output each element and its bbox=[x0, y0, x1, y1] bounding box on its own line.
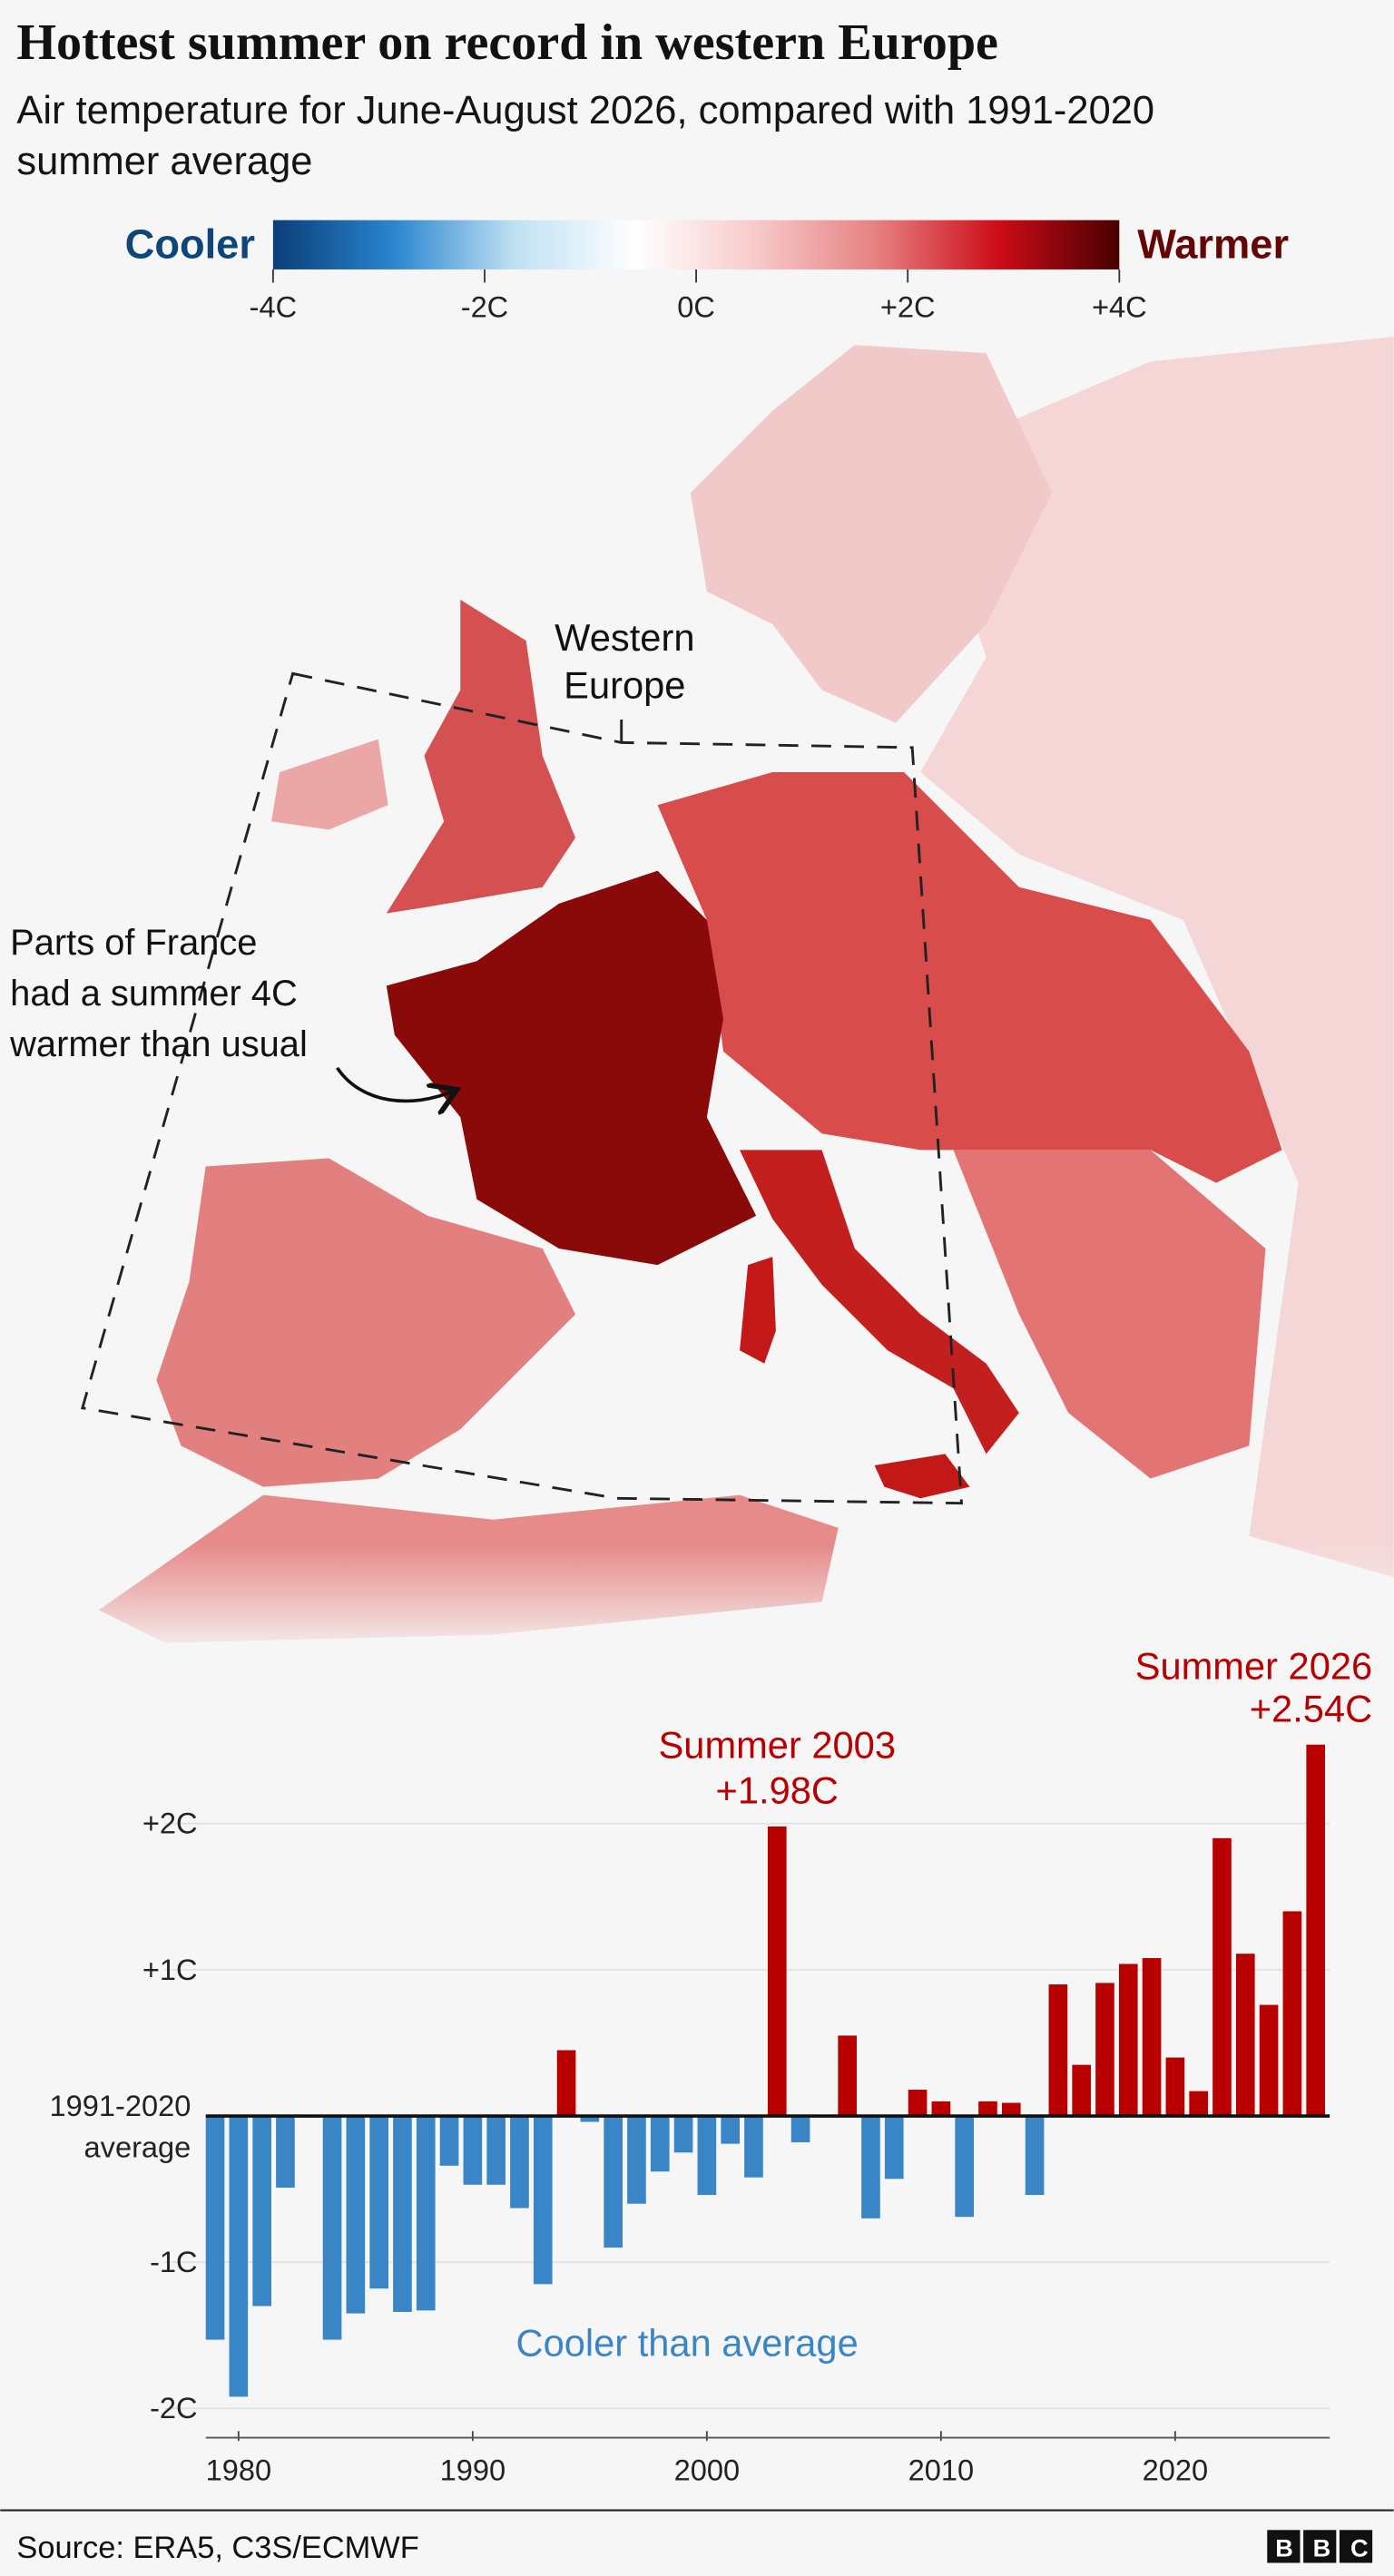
y-tick-label: 1991-2020 average bbox=[49, 2090, 191, 2164]
map-annotation: had a summer 4C bbox=[10, 974, 298, 1014]
map-annotation: warmer than usual bbox=[9, 1024, 308, 1064]
bar bbox=[1048, 1984, 1068, 2117]
map-land bbox=[386, 599, 576, 914]
bar bbox=[650, 2116, 670, 2172]
bar bbox=[322, 2116, 342, 2340]
bar bbox=[205, 2116, 225, 2340]
bar bbox=[439, 2116, 459, 2166]
y-tick-label: +2C bbox=[142, 1807, 198, 1840]
bar bbox=[908, 2090, 928, 2117]
map-land bbox=[690, 345, 1053, 723]
map-land bbox=[386, 870, 757, 1266]
bar bbox=[978, 2101, 997, 2117]
scale-tick-label: -4C bbox=[250, 289, 298, 323]
bar bbox=[276, 2116, 295, 2188]
region-label: Western Europe bbox=[555, 615, 695, 707]
map: Western Europe bbox=[0, 337, 1394, 1660]
bar bbox=[1165, 2057, 1185, 2117]
subtitle: Air temperature for June-August 2026, co… bbox=[16, 88, 1155, 184]
source: Source: ERA5, C3S/ECMWF bbox=[16, 2531, 418, 2565]
x-tick-label: 1990 bbox=[440, 2454, 506, 2487]
bar bbox=[790, 2116, 810, 2143]
scale-tick-label: +4C bbox=[1092, 289, 1147, 323]
logo-box bbox=[1339, 2530, 1373, 2563]
value-label: +1.98C bbox=[716, 1769, 839, 1812]
bar bbox=[721, 2116, 740, 2144]
bar bbox=[416, 2116, 436, 2311]
bar bbox=[767, 1826, 787, 2117]
bar bbox=[229, 2116, 249, 2397]
bar bbox=[486, 2116, 506, 2185]
bar bbox=[955, 2116, 974, 2218]
bar bbox=[1306, 1744, 1326, 2117]
bar bbox=[838, 2035, 857, 2117]
bar bbox=[393, 2116, 412, 2312]
region-label-box: Western Europe bbox=[555, 615, 695, 707]
bar bbox=[369, 2116, 388, 2289]
bar bbox=[744, 2116, 763, 2178]
bar bbox=[673, 2116, 693, 2153]
bar bbox=[627, 2116, 646, 2204]
map-fade bbox=[0, 1543, 1394, 1660]
bar bbox=[1282, 1911, 1302, 2117]
value-label: +2.54C bbox=[1250, 1687, 1372, 1729]
y-tick-label-box: 1991-2020 average bbox=[49, 2090, 191, 2164]
map-land bbox=[271, 739, 388, 830]
bar bbox=[252, 2116, 271, 2307]
bar bbox=[931, 2101, 951, 2117]
bar bbox=[1142, 1958, 1162, 2117]
map-land bbox=[740, 1257, 776, 1364]
bar bbox=[1095, 1983, 1114, 2117]
x-tick-label: 1980 bbox=[206, 2454, 271, 2487]
bar bbox=[1118, 1964, 1138, 2117]
map-annotation: Parts of France bbox=[10, 923, 257, 963]
scale-tick-label: -2C bbox=[461, 289, 509, 323]
title: Hottest summer on record in western Euro… bbox=[16, 15, 998, 71]
x-tick-label: 2020 bbox=[1143, 2454, 1208, 2487]
bar bbox=[1025, 2116, 1045, 2196]
scale-high-label: Warmer bbox=[1137, 220, 1289, 267]
bar bbox=[346, 2116, 366, 2314]
map-land bbox=[740, 1150, 1019, 1455]
bar bbox=[1212, 1837, 1232, 2117]
map-land bbox=[156, 1158, 576, 1487]
map-land bbox=[953, 1150, 1266, 1479]
bar bbox=[1001, 2102, 1021, 2117]
bar bbox=[556, 2050, 576, 2117]
bar bbox=[533, 2116, 553, 2285]
bar bbox=[1189, 2091, 1209, 2117]
chart-annotation: Summer 2003 bbox=[659, 1723, 896, 1766]
map-land bbox=[920, 337, 1394, 1578]
color-scale-bar bbox=[272, 220, 1120, 269]
bar bbox=[1235, 1954, 1255, 2117]
map-land bbox=[874, 1454, 970, 1499]
scale-tick-label: +2C bbox=[880, 289, 936, 323]
bar bbox=[861, 2116, 880, 2218]
chart-annotation: Cooler than average bbox=[516, 2321, 859, 2364]
y-tick-label: -2C bbox=[150, 2391, 198, 2424]
scale-low-label: Cooler bbox=[125, 220, 255, 267]
map-land bbox=[657, 771, 1282, 1183]
bar bbox=[1072, 2064, 1091, 2117]
bar bbox=[604, 2116, 623, 2248]
logo: BBC bbox=[1275, 2533, 1388, 2561]
bar bbox=[510, 2116, 529, 2209]
chart-annotation: Summer 2026 bbox=[1135, 1644, 1372, 1687]
bar bbox=[697, 2116, 717, 2196]
bar bbox=[463, 2116, 483, 2185]
logo-box bbox=[1303, 2530, 1337, 2563]
bar bbox=[1259, 2004, 1279, 2117]
y-tick-label: -1C bbox=[150, 2245, 198, 2278]
x-tick-label: 2010 bbox=[908, 2454, 974, 2487]
x-tick-label: 2000 bbox=[674, 2454, 740, 2487]
y-tick-label: +1C bbox=[142, 1953, 198, 1986]
subtitle-box: Air temperature for June-August 2026, co… bbox=[16, 88, 1155, 184]
bar bbox=[884, 2116, 904, 2179]
logo-box bbox=[1267, 2530, 1301, 2563]
annotation-arrow bbox=[335, 1066, 454, 1102]
bar bbox=[580, 2116, 600, 2122]
scale-tick-label: 0C bbox=[677, 289, 715, 323]
